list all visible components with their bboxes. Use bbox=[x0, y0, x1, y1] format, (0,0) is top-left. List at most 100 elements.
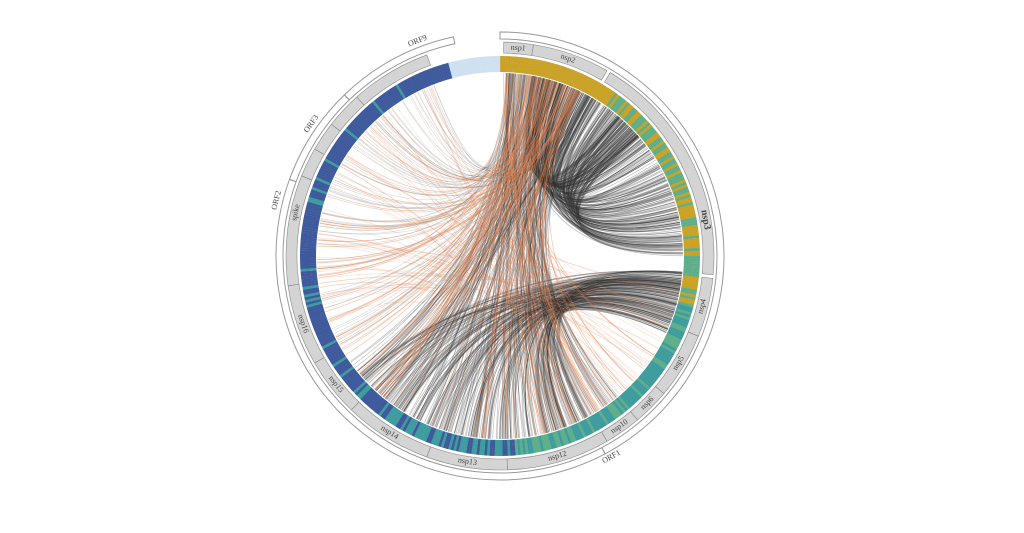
chord-link bbox=[388, 297, 674, 402]
chord-link bbox=[539, 82, 619, 179]
ring-wedge bbox=[369, 395, 383, 410]
ring-wedge bbox=[301, 277, 318, 283]
chord-link bbox=[545, 85, 639, 187]
chord-link bbox=[319, 75, 530, 231]
ring-wedge bbox=[356, 114, 371, 128]
ring-wedge bbox=[455, 60, 462, 77]
ring-wedge bbox=[460, 436, 467, 453]
chord-link bbox=[536, 80, 620, 179]
ring-wedge bbox=[313, 181, 330, 191]
chord-link bbox=[317, 73, 513, 269]
chord-link bbox=[573, 120, 683, 241]
chord-link bbox=[544, 83, 683, 241]
chord-link bbox=[473, 96, 591, 438]
ring-wedge bbox=[667, 172, 683, 182]
ring-wedge bbox=[323, 160, 339, 171]
chord-link bbox=[576, 131, 681, 231]
chord-link bbox=[563, 105, 661, 201]
chord-link bbox=[534, 78, 669, 206]
chord-link bbox=[438, 74, 526, 429]
chord-link bbox=[577, 133, 683, 246]
chord-link bbox=[361, 74, 523, 377]
chord-link bbox=[333, 89, 578, 205]
chord-link bbox=[512, 73, 567, 427]
chord-link bbox=[556, 300, 673, 420]
chord-link bbox=[321, 79, 548, 300]
chord-link bbox=[555, 91, 683, 250]
chord-link bbox=[505, 304, 671, 439]
chord-link bbox=[454, 94, 587, 434]
chord-link bbox=[533, 81, 587, 418]
chord-link bbox=[378, 94, 587, 394]
chord-link bbox=[543, 303, 671, 430]
chord-link bbox=[534, 78, 633, 183]
chord-link bbox=[322, 73, 520, 221]
ring-wedge bbox=[347, 375, 362, 388]
ring-wedge bbox=[570, 425, 579, 441]
ring-wedge bbox=[538, 435, 545, 452]
chord-link bbox=[547, 281, 681, 428]
ring-wedge bbox=[344, 371, 359, 384]
chord-link bbox=[470, 284, 680, 437]
ring-wedge bbox=[303, 214, 321, 221]
chord-link bbox=[381, 282, 681, 396]
chord-link bbox=[334, 176, 639, 376]
chord-link bbox=[365, 73, 509, 183]
chord-link bbox=[381, 85, 567, 396]
ring-wedge bbox=[639, 373, 654, 387]
ring-wedge bbox=[324, 343, 340, 354]
chord-link bbox=[561, 118, 625, 189]
label-orf9: ORF9 bbox=[407, 33, 428, 48]
ring-wedge bbox=[602, 89, 614, 105]
ring-wedge bbox=[370, 102, 383, 117]
chord-link bbox=[576, 133, 677, 222]
chord-link bbox=[363, 79, 551, 379]
chord-link bbox=[522, 75, 588, 418]
chord-link bbox=[413, 81, 557, 418]
ring-wedge bbox=[656, 151, 672, 163]
ring-wedge bbox=[574, 423, 584, 439]
chord-link bbox=[545, 293, 677, 429]
ring-wedge bbox=[655, 352, 671, 363]
chord-link bbox=[514, 83, 563, 439]
chord-link bbox=[546, 281, 681, 429]
chord-link bbox=[417, 279, 681, 420]
ring-wedge bbox=[651, 142, 667, 154]
chord-link bbox=[559, 110, 631, 188]
chord-link bbox=[564, 108, 659, 200]
chord-link bbox=[419, 275, 682, 421]
chord-link bbox=[543, 294, 677, 430]
ring-wedge bbox=[677, 201, 694, 209]
chord-link bbox=[569, 125, 654, 200]
chord-link bbox=[377, 84, 565, 393]
chord-link bbox=[531, 80, 586, 418]
chord-link bbox=[430, 301, 673, 426]
chord-link bbox=[400, 298, 674, 411]
chord-link bbox=[533, 79, 617, 398]
ring-wedge bbox=[647, 136, 662, 148]
chord-link bbox=[534, 79, 609, 404]
ring-wedge bbox=[568, 70, 577, 87]
ring-wedge bbox=[641, 371, 656, 385]
chord-link bbox=[317, 84, 566, 269]
chord-link bbox=[318, 75, 531, 279]
chord-link bbox=[320, 73, 507, 294]
chord-link bbox=[567, 120, 650, 197]
ring-wedge bbox=[421, 71, 430, 87]
chord-link bbox=[330, 187, 603, 408]
ring-wedge bbox=[448, 433, 455, 450]
chord-link bbox=[472, 90, 579, 438]
ring-wedge bbox=[682, 280, 699, 285]
chord-link bbox=[556, 95, 660, 199]
label-orf3: ORF3 bbox=[302, 113, 321, 134]
chord-link bbox=[535, 78, 679, 225]
chord-link bbox=[423, 89, 573, 425]
ring-wedge bbox=[341, 132, 356, 144]
chord-link bbox=[544, 84, 642, 188]
chord-link bbox=[572, 123, 673, 214]
chord-link bbox=[538, 91, 581, 423]
chord-link bbox=[533, 78, 643, 187]
chord-link bbox=[499, 283, 681, 440]
chord-link bbox=[327, 86, 570, 212]
ring-wedge bbox=[380, 403, 392, 418]
